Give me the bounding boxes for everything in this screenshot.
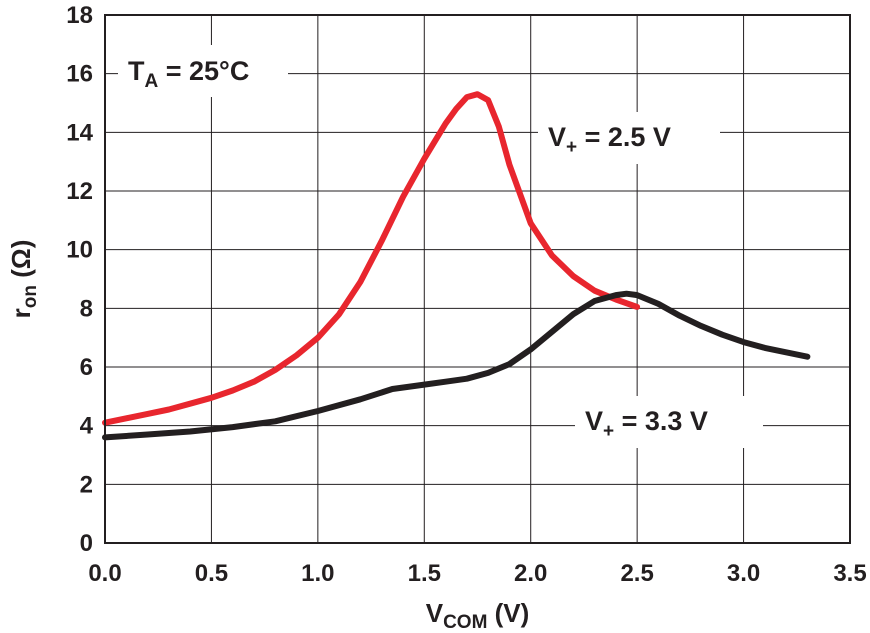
x-tick-labels: 0.0 0.5 1.0 1.5 2.0 2.5 3.0 3.5 (88, 560, 866, 587)
x-tick-label: 0.5 (195, 560, 228, 587)
y-tick-label: 2 (80, 471, 93, 498)
x-axis-title: VCOM (V) (426, 598, 530, 633)
series-label-3-3v: V+ = 3.3 V (575, 396, 763, 448)
y-tick-label: 14 (66, 119, 93, 146)
temperature-annotation: TA = 25°C (118, 45, 288, 97)
y-tick-label: 12 (66, 178, 93, 205)
svg-text:V+ = 3.3 V: V+ = 3.3 V (585, 406, 708, 442)
y-tick-labels: 0 2 4 6 8 10 12 14 16 18 (66, 2, 93, 557)
y-tick-label: 0 (80, 530, 93, 557)
x-tick-label: 3.5 (833, 560, 866, 587)
x-tick-label: 1.0 (301, 560, 334, 587)
x-tick-label: 3.0 (727, 560, 760, 587)
x-tick-label: 1.5 (408, 560, 441, 587)
series-label-2-5v: V+ = 2.5 V (538, 112, 720, 164)
svg-text:V+ = 2.5 V: V+ = 2.5 V (548, 122, 671, 158)
y-tick-label: 16 (66, 61, 93, 88)
series-line-2 (102, 290, 811, 441)
x-tick-label: 0.0 (88, 560, 121, 587)
y-tick-label: 8 (80, 295, 93, 322)
svg-text:TA = 25°C: TA = 25°C (128, 56, 249, 92)
x-tick-label: 2.0 (514, 560, 547, 587)
y-tick-label: 10 (66, 237, 93, 264)
y-tick-label: 4 (80, 413, 94, 440)
y-axis-title: ron (Ω) (6, 240, 41, 319)
plot-frame (104, 14, 851, 544)
y-tick-label: 6 (80, 354, 93, 381)
grid (105, 15, 850, 543)
x-tick-label: 2.5 (620, 560, 653, 587)
series-line-1 (102, 91, 641, 426)
y-tick-label: 18 (66, 2, 93, 29)
series-lines (102, 91, 811, 441)
